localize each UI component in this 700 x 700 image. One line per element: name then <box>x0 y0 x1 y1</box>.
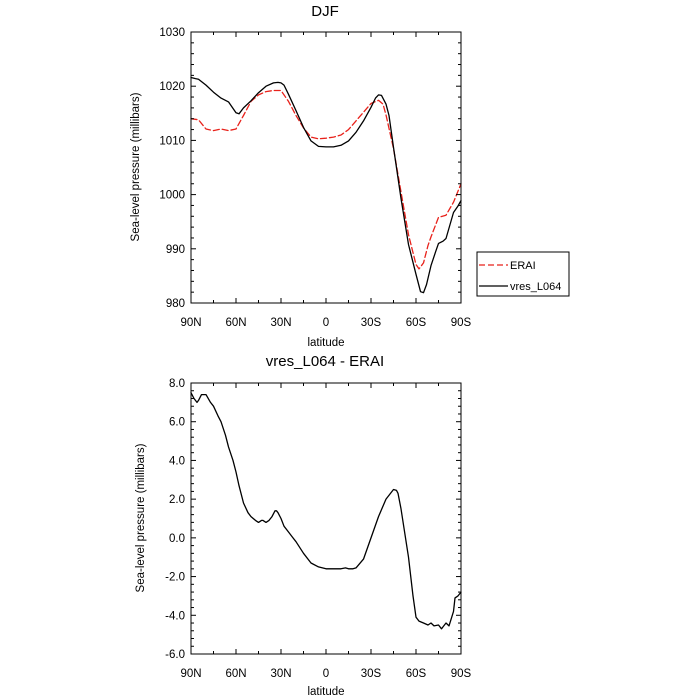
legend-label-erai: ERAI <box>510 260 536 272</box>
top-y-axis-title: Sea-level pressure (millibars) <box>130 92 142 241</box>
bottom-y-axis-title: Sea-level pressure (millibars) <box>135 443 147 592</box>
bottom-series-layer <box>190 392 462 630</box>
y-tick-label: -2.0 <box>165 572 185 584</box>
y-tick-label: 1000 <box>159 190 185 202</box>
y-tick-label: 4.0 <box>169 455 185 467</box>
y-tick-label: 1030 <box>159 27 185 39</box>
y-tick-label: 2.0 <box>169 494 185 506</box>
x-tick-label: 60N <box>225 317 246 329</box>
y-tick-label: 1010 <box>159 135 185 147</box>
y-tick-label: 980 <box>166 298 185 310</box>
top-x-axis-title: latitude <box>307 337 344 349</box>
y-tick-label: 0.0 <box>169 533 185 545</box>
bottom-x-axis-title: latitude <box>307 686 344 698</box>
legend-label-vres: vres_L064 <box>510 281 561 293</box>
legend-box <box>476 251 570 297</box>
x-tick-label: 60N <box>225 668 246 680</box>
x-tick-label: 30N <box>270 317 291 329</box>
y-tick-label: -6.0 <box>165 649 185 661</box>
y-tick-label: 1020 <box>159 81 185 93</box>
top-series-line-vres-l064 <box>190 76 462 294</box>
x-tick-label: 90N <box>180 317 201 329</box>
y-tick-label: -4.0 <box>165 610 185 622</box>
y-tick-label: 990 <box>166 244 185 256</box>
x-tick-label: 30S <box>361 668 382 680</box>
x-tick-label: 90S <box>451 317 472 329</box>
top-series-line-erai <box>190 89 462 270</box>
legend: ERAI vres_L064 <box>476 251 570 297</box>
x-tick-label: 0 <box>323 317 329 329</box>
x-tick-label: 90S <box>451 668 472 680</box>
top-plot-frame <box>190 31 462 304</box>
x-tick-label: 30N <box>270 668 291 680</box>
x-tick-label: 90N <box>180 668 201 680</box>
top-chart-title: DJF <box>311 3 339 20</box>
bottom-panel: vres_L064 - ERAI 90N 60N 30N 0 30S 60S 90S -6.0… <box>135 353 472 698</box>
bottom-tick-layer: 90N 60N 30N 0 30S 60S 90S -6.0 -4.0 -2.0 0.0 2.0 4.0… <box>165 378 471 680</box>
y-tick-label: 8.0 <box>169 378 185 390</box>
bottom-chart-title: vres_L064 - ERAI <box>266 353 384 370</box>
x-tick-label: 30S <box>361 317 382 329</box>
x-tick-label: 60S <box>406 317 427 329</box>
top-tick-layer: 90N 60N 30N 0 30S 60S 90S 980 990 1000 1010 1020 103… <box>159 27 471 329</box>
bottom-plot-frame <box>190 382 462 655</box>
top-panel: DJF 90N 60N 30N 0 30S 60S 90S 980 990 1000 1010 102… <box>130 3 570 349</box>
x-tick-label: 0 <box>323 668 329 680</box>
bottom-series-line-vres-l064-erai <box>190 392 462 630</box>
y-tick-label: 6.0 <box>169 417 185 429</box>
x-tick-label: 60S <box>406 668 427 680</box>
top-series-layer <box>190 76 462 294</box>
